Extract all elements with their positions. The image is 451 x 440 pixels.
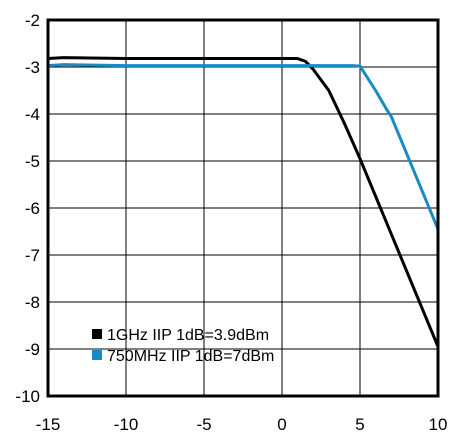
legend-label-series-1: 750MHz IIP 1dB=7dBm [107, 348, 274, 365]
x-axis-ticks: -15 -10 -5 0 5 10 [36, 415, 448, 434]
series-line-0 [47, 56, 440, 348]
x-tick-label-2: -5 [196, 415, 211, 434]
legend-label-series-0: 1GHz IIP 1dB=3.9dBm [107, 327, 269, 344]
x-tick-label-0: -15 [36, 415, 61, 434]
y-axis-ticks: -2 -3 -4 -5 -6 -7 -8 -9 -10 [15, 11, 40, 406]
plot-frame [46, 18, 440, 398]
y-tick-label-2: -4 [25, 105, 40, 124]
y-tick-label-6: -8 [25, 293, 40, 312]
legend: 1GHz IIP 1dB=3.9dBm 750MHz IIP 1dB=7dBm [92, 327, 274, 365]
y-tick-label-4: -6 [25, 199, 40, 218]
legend-swatch-series-1 [92, 350, 102, 360]
series-line-1 [47, 63, 440, 230]
y-tick-label-5: -7 [25, 246, 40, 265]
y-tick-label-3: -5 [25, 152, 40, 171]
x-tick-label-4: 5 [355, 415, 364, 434]
y-tick-label-0: -2 [25, 11, 40, 30]
x-tick-label-3: 0 [277, 415, 286, 434]
series-group [47, 56, 440, 348]
y-tick-label-7: -9 [25, 340, 40, 359]
y-tick-label-1: -3 [25, 58, 40, 77]
legend-swatch-series-0 [92, 329, 102, 339]
y-tick-label-8: -10 [15, 387, 40, 406]
x-tick-label-1: -10 [114, 415, 139, 434]
x-tick-label-5: 10 [429, 415, 448, 434]
